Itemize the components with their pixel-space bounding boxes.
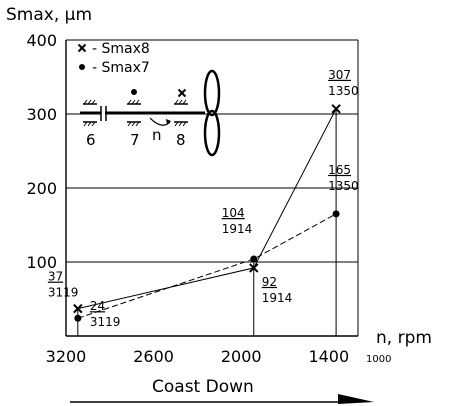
legend-dot-marker: [79, 64, 85, 70]
legend-x-marker: [77, 43, 87, 53]
annotation-rpm: 1914: [262, 291, 293, 305]
propeller-blade-top: [203, 69, 221, 117]
legend: - Smax8 - Smax7: [77, 41, 150, 76]
inset-x-marker: [177, 88, 187, 98]
drop-lines: [77, 108, 337, 336]
y-tick-100: 100: [26, 253, 57, 272]
series-line-smax7: [77, 213, 337, 319]
bearing-label-8: 8: [176, 131, 186, 149]
y-tick-200: 200: [26, 179, 57, 198]
x-tick-1400: 1400: [308, 347, 349, 366]
series-group: [73, 104, 341, 322]
annotation-rpm: 1350: [328, 179, 359, 193]
x-tick-2000: 2000: [221, 347, 262, 366]
y-tick-labels: 100 200 300 400: [26, 31, 57, 272]
coast-down-arrow-icon: [70, 394, 374, 404]
propeller-blade-bottom: [203, 109, 221, 157]
point-smax7-1914: [250, 255, 258, 263]
y-tick-300: 300: [26, 105, 57, 124]
x-axis-label: n, rpm: [376, 328, 432, 348]
point-smax8-1350: [331, 104, 341, 114]
shaft-inset-diagram: 6 7 8 n: [80, 69, 221, 157]
annotation-value: 24: [90, 299, 105, 313]
bearing-label-7: 7: [130, 131, 140, 149]
point-smax7-1350: [332, 210, 340, 218]
grid-lines: [66, 113, 358, 263]
bearing-label-6: 6: [86, 131, 96, 149]
x-tick-2600: 2600: [133, 347, 174, 366]
x-extra-tick-label: 1000: [366, 354, 391, 365]
x-tick-3200: 3200: [46, 347, 87, 366]
annotation-rpm: 1350: [328, 84, 359, 98]
annotation-smax8-3119: 37 3119: [48, 270, 79, 300]
axes: [65, 39, 359, 337]
annotation-smax7-1914: 104 1914: [222, 206, 253, 236]
point-smax7-3119: [74, 314, 82, 322]
annotation-smax8-1914: 92 1914: [262, 275, 293, 305]
annotation-value: 104: [222, 206, 245, 220]
legend-label-smax8: - Smax8: [92, 41, 150, 57]
annotation-smax8-1350: 307 1350: [328, 68, 359, 98]
x-tick-labels: 3200 2600 2000 1400: [46, 347, 350, 366]
annotation-rpm: 3119: [48, 286, 79, 300]
point-annotations: 37 3119 92 1914 307 1350 24 3119 104 1914 165 1350: [48, 68, 359, 329]
point-smax8-3119: [73, 303, 83, 314]
bearing-7: [127, 99, 141, 127]
caption-coast-down: Coast Down: [152, 377, 254, 397]
legend-label-smax7: - Smax7: [92, 60, 150, 76]
point-smax8-1914: [249, 263, 259, 273]
inset-dot-marker: [131, 89, 137, 95]
annotation-value: 37: [48, 270, 63, 284]
annotation-smax7-1350: 165 1350: [328, 163, 359, 193]
y-axis-label: Smax, μm: [6, 5, 92, 25]
bearing-6: [83, 99, 97, 127]
bearing-8: [174, 99, 188, 127]
annotation-value: 307: [328, 68, 351, 82]
annotation-smax7-3119: 24 3119: [90, 299, 121, 329]
series-line-smax8: [77, 108, 337, 310]
annotation-value: 165: [328, 163, 351, 177]
annotation-rpm: 1914: [222, 222, 253, 236]
y-tick-400: 400: [26, 31, 57, 50]
annotation-rpm: 3119: [90, 315, 121, 329]
speed-label: n: [152, 126, 162, 144]
annotation-value: 92: [262, 275, 277, 289]
